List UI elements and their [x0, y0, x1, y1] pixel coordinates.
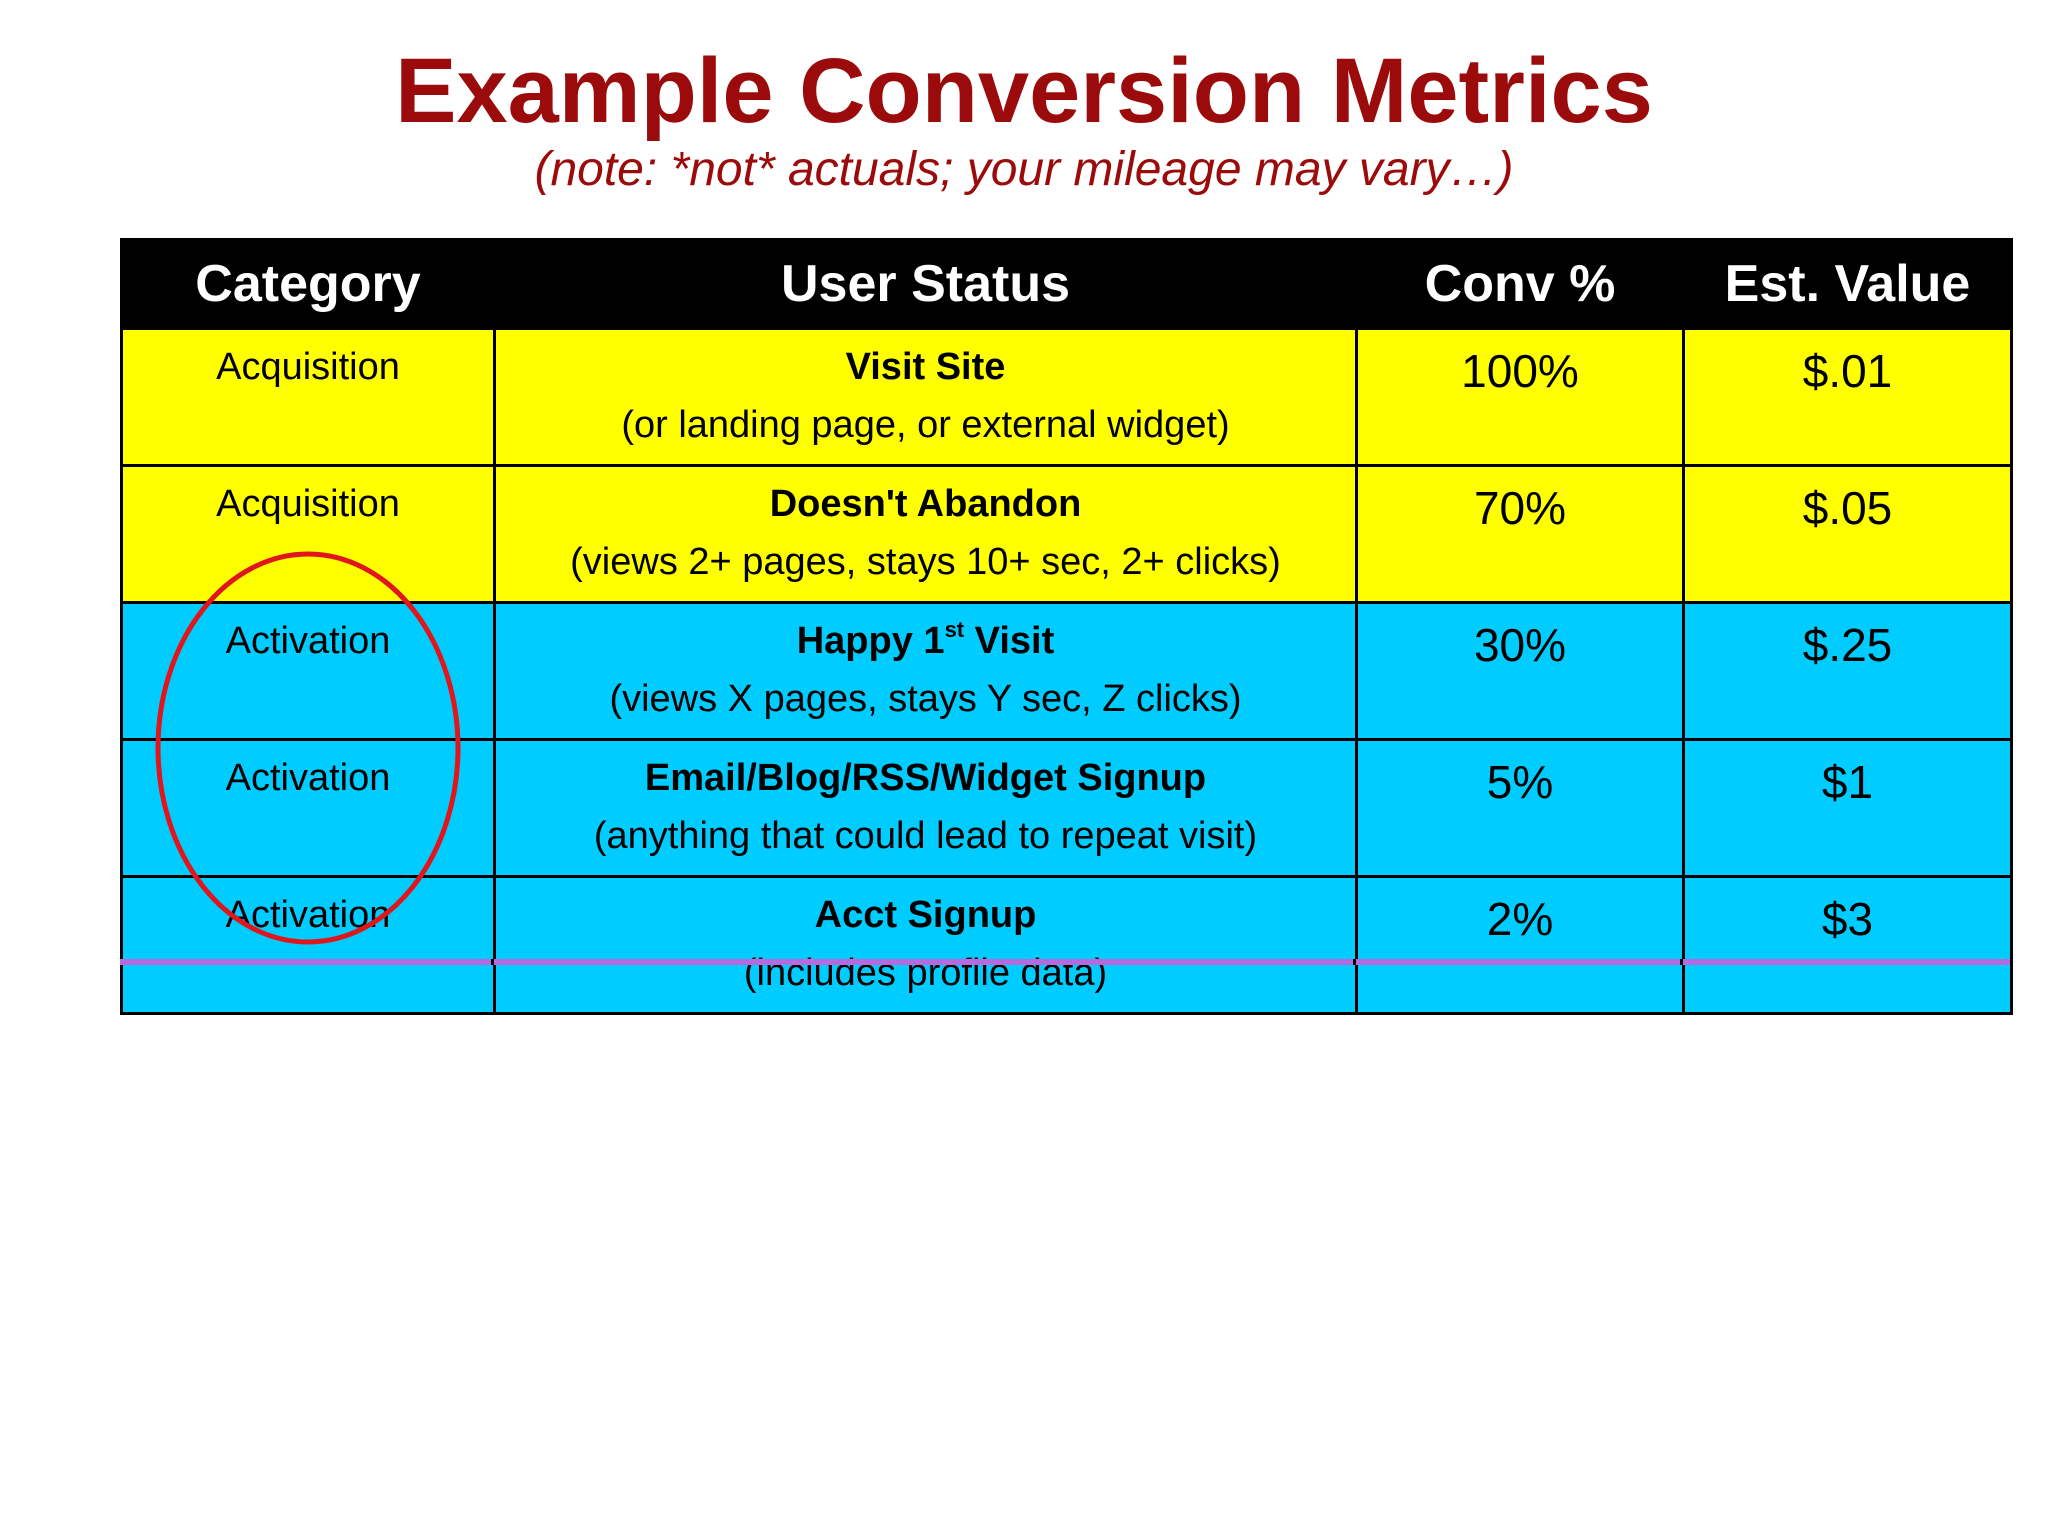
row-user-status: Doesn't Abandon (views 2+ pages, stays 1…	[493, 464, 1358, 604]
status-name-superscript: st	[944, 617, 965, 642]
header-conv-percent: Conv %	[1355, 238, 1685, 330]
conversion-metrics-table: Category User Status Conv % Est. Value A…	[120, 238, 2013, 1015]
status-name: Acct Signup	[814, 894, 1037, 936]
status-name: Visit Site	[845, 346, 1006, 388]
status-note: (includes profile data)	[743, 952, 1108, 994]
status-note: (anything that could lead to repeat visi…	[593, 815, 1258, 857]
status-name: Happy 1st Visit	[496, 618, 1355, 664]
row-conv-percent: 5%	[1355, 738, 1685, 878]
status-name-text-end: Visit	[964, 620, 1055, 662]
table-row: Activation Acct Signup (includes profile…	[120, 875, 2013, 1015]
row-category: Activation	[120, 875, 496, 1015]
row-conv-percent: 2%	[1355, 875, 1685, 1015]
row-category: Activation	[120, 601, 496, 741]
strip-divider	[1680, 959, 1683, 965]
status-name: Email/Blog/RSS/Widget Signup	[644, 757, 1207, 799]
status-name-text: Happy 1	[796, 620, 945, 662]
status-note: (views X pages, stays Y sec, Z clicks)	[609, 678, 1242, 720]
row-user-status: Email/Blog/RSS/Widget Signup (anything t…	[493, 738, 1358, 878]
strip-divider	[1353, 959, 1356, 965]
status-note: (or landing page, or external widget)	[621, 404, 1230, 446]
row-user-status: Acct Signup (includes profile data)	[493, 875, 1358, 1015]
row-est-value: $.01	[1682, 327, 2013, 467]
row-conv-percent: 100%	[1355, 327, 1685, 467]
row-category: Activation	[120, 738, 496, 878]
row-est-value: $3	[1682, 875, 2013, 1015]
row-user-status: Visit Site (or landing page, or external…	[493, 327, 1358, 467]
row-conv-percent: 30%	[1355, 601, 1685, 741]
strip-divider	[491, 959, 494, 965]
table-row: Acquisition Visit Site (or landing page,…	[120, 327, 2013, 467]
row-est-value: $.05	[1682, 464, 2013, 604]
header-category: Category	[120, 238, 496, 330]
slide-title: Example Conversion Metrics	[395, 40, 1653, 142]
row-user-status: Happy 1st Visit (views X pages, stays Y …	[493, 601, 1358, 741]
row-category: Acquisition	[120, 464, 496, 604]
status-name: Doesn't Abandon	[769, 483, 1082, 525]
table-row: Acquisition Doesn't Abandon (views 2+ pa…	[120, 464, 2013, 604]
table-row: Activation Happy 1st Visit (views X page…	[120, 601, 2013, 741]
table-row: Activation Email/Blog/RSS/Widget Signup …	[120, 738, 2013, 878]
next-row-strip	[120, 959, 2010, 965]
row-category: Acquisition	[120, 327, 496, 467]
row-conv-percent: 70%	[1355, 464, 1685, 604]
slide-subtitle: (note: *not* actuals; your mileage may v…	[534, 143, 1514, 196]
table-header-row: Category User Status Conv % Est. Value	[120, 238, 2013, 330]
row-est-value: $1	[1682, 738, 2013, 878]
status-note: (views 2+ pages, stays 10+ sec, 2+ click…	[570, 541, 1281, 583]
header-est-value: Est. Value	[1682, 238, 2013, 330]
header-user-status: User Status	[493, 238, 1358, 330]
row-est-value: $.25	[1682, 601, 2013, 741]
